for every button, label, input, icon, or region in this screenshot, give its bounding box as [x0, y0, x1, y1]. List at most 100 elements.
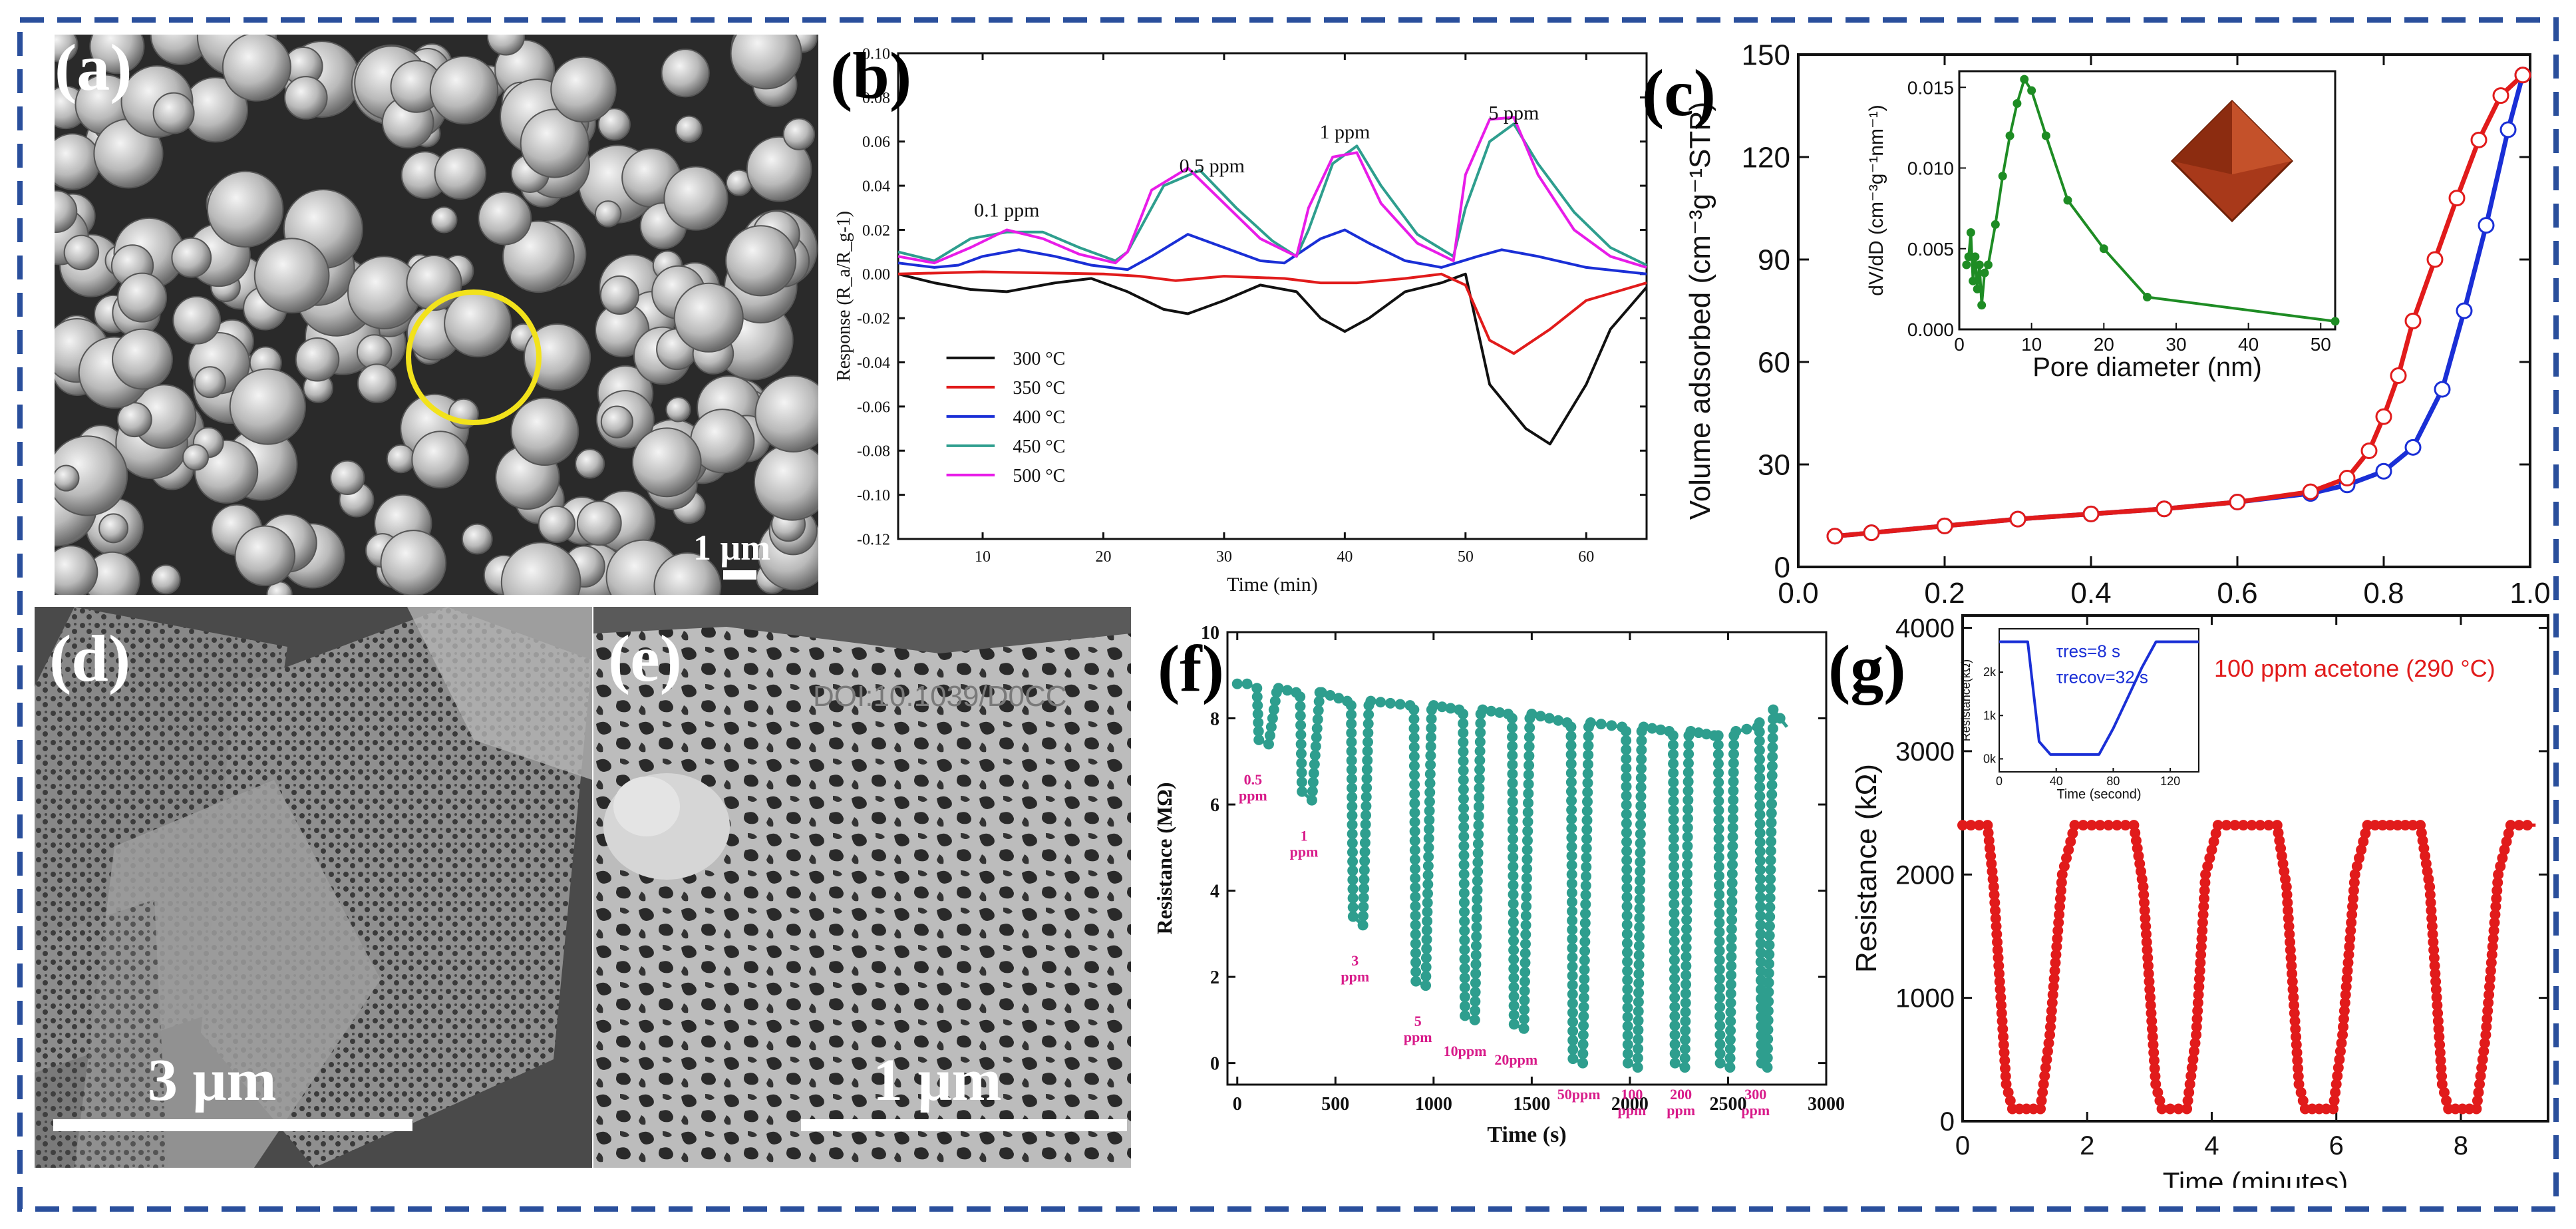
resistance-point: [1309, 759, 1320, 770]
acetone-point: [2354, 852, 2365, 864]
acetone-point: [1997, 1015, 2008, 1027]
resistance-point: [1384, 697, 1396, 709]
resistance-point: [1767, 742, 1778, 753]
resistance-point: [1522, 854, 1533, 865]
acetone-point: [2281, 881, 2292, 892]
sem-sphere: [112, 328, 173, 390]
resistance-point: [1408, 751, 1420, 762]
acetone-point: [2001, 1079, 2012, 1090]
acetone-point: [1996, 1007, 2007, 1019]
inset-transient-line: [1999, 640, 2199, 756]
inset-x-tick-label: 40: [2238, 334, 2259, 355]
resistance-point: [1269, 695, 1281, 707]
resistance-point: [1755, 938, 1766, 949]
sem-sphere: [55, 545, 98, 595]
resistance-point: [1508, 880, 1519, 891]
acetone-point: [2497, 852, 2508, 864]
resistance-point: [1362, 755, 1373, 766]
desorption-point: [1826, 528, 1844, 545]
resistance-point: [1508, 861, 1519, 872]
resistance-point: [1762, 1062, 1773, 1073]
acetone-point: [2505, 820, 2516, 831]
resistance-point: [1580, 899, 1591, 910]
resistance-point: [1669, 964, 1680, 975]
acetone-point: [2050, 949, 2062, 960]
y-tick-label: 0: [1940, 1107, 1955, 1137]
resistance-point: [1726, 960, 1737, 971]
resistance-point: [1360, 828, 1371, 839]
acetone-point: [2287, 968, 2298, 979]
resistance-point: [1470, 995, 1481, 1007]
acetone-point: [1995, 984, 2006, 995]
resistance-point: [1765, 864, 1776, 876]
acetone-point: [2340, 989, 2351, 1000]
resistance-point: [1566, 841, 1577, 852]
resistance-point: [1524, 760, 1535, 771]
inset-pore-point: [1991, 220, 2000, 229]
acetone-point: [2058, 860, 2070, 872]
resistance-point: [1578, 1001, 1589, 1013]
resistance-point: [1508, 991, 1520, 1002]
resistance-point: [1728, 739, 1740, 751]
y-tick-label: -0.04: [857, 355, 890, 372]
resistance-point: [1265, 721, 1277, 733]
resistance-point: [1507, 824, 1518, 835]
resistance-point: [1347, 846, 1358, 858]
resistance-point: [1728, 767, 1739, 778]
acetone-point: [2349, 869, 2360, 880]
acetone-point: [2043, 1037, 2054, 1049]
resistance-point: [1583, 731, 1594, 742]
resistance-point: [1409, 816, 1420, 828]
resistance-point: [1579, 918, 1591, 929]
resistance-point: [1714, 973, 1725, 985]
sem-sphere: [55, 464, 80, 492]
resistance-point: [1506, 713, 1518, 724]
acetone-point: [2191, 1013, 2203, 1025]
sem-sphere: [295, 337, 340, 382]
resistance-point: [1508, 935, 1520, 946]
resistance-point: [1263, 739, 1274, 750]
resistance-point: [1458, 746, 1469, 757]
acetone-point: [1993, 960, 2005, 971]
resistance-point: [1621, 928, 1633, 940]
resistance-point: [1458, 755, 1469, 767]
acetone-point: [2333, 1062, 2344, 1073]
resistance-point: [1360, 819, 1371, 830]
resistance-point: [1325, 689, 1336, 701]
panel-f-label: (f): [1158, 631, 1224, 705]
x-tick-label: 10: [975, 548, 991, 566]
acetone-point: [2501, 836, 2512, 847]
resistance-point: [1565, 740, 1577, 751]
resistance-point: [1724, 1062, 1736, 1073]
acetone-point: [1998, 1031, 2009, 1043]
resistance-point: [1634, 922, 1645, 933]
acetone-point: [2478, 1045, 2490, 1057]
sem-sphere: [600, 405, 634, 439]
resistance-point: [1410, 957, 1422, 968]
resistance-point: [1295, 729, 1307, 741]
acetone-point: [2069, 820, 2080, 831]
acetone-point: [2197, 909, 2209, 920]
acetone-point: [2193, 973, 2205, 984]
acetone-point: [2288, 991, 2299, 1003]
acetone-point: [2293, 1079, 2305, 1090]
acetone-point: [2356, 844, 2367, 856]
resistance-point: [1683, 776, 1694, 787]
acetone-point: [2139, 905, 2150, 916]
resistance-point: [1473, 829, 1484, 840]
acetone-point: [2490, 909, 2501, 920]
acetone-point: [1973, 820, 1985, 831]
inset-pore-point: [1975, 260, 1984, 269]
resistance-point: [1655, 724, 1667, 735]
sem-sphere: [98, 513, 129, 544]
resistance-point: [1681, 896, 1692, 907]
resistance-point: [1679, 1053, 1690, 1064]
resistance-point: [1621, 947, 1633, 958]
y-axis-label: Resistance (MΩ): [1152, 782, 1176, 934]
sem-sphere: [599, 275, 640, 315]
acetone-point: [2199, 885, 2210, 896]
acetone-point: [1993, 952, 2004, 964]
resistance-point: [1567, 1035, 1579, 1046]
resistance-point: [1668, 804, 1679, 816]
resistance-point: [1754, 745, 1765, 756]
